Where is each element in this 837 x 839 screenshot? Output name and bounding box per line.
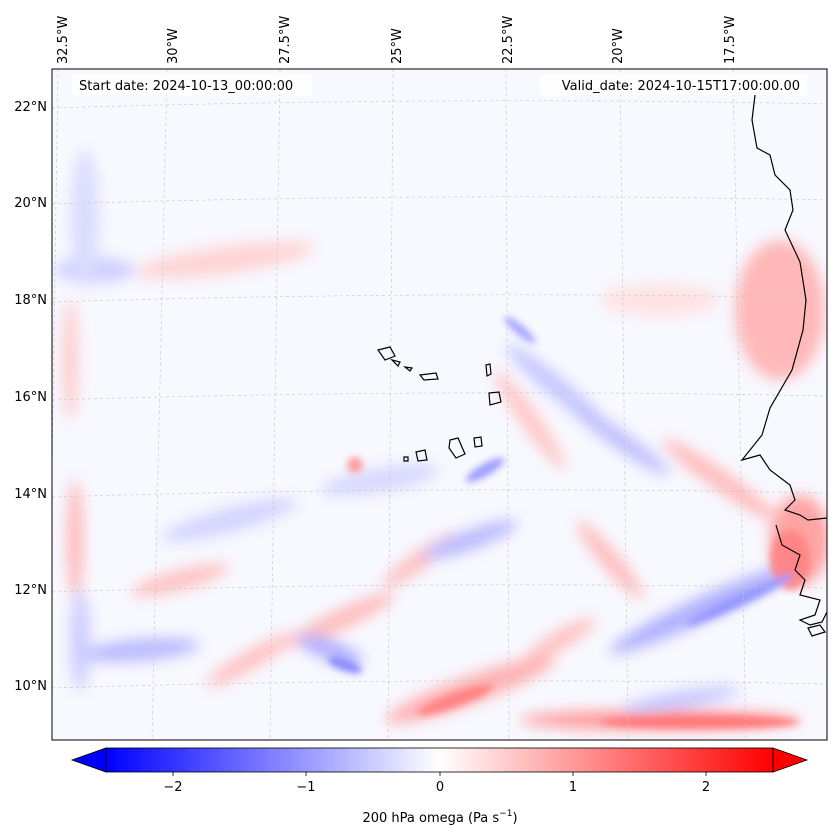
- valid-date-label: Valid_date: 2024-10-15T17:00:00.00: [562, 79, 800, 94]
- lon-label: 32.5°W: [56, 16, 71, 64]
- lat-label: 18°N: [14, 293, 47, 308]
- colorbar-tick-label: 2: [702, 780, 710, 795]
- colorbar-label-end: ): [512, 811, 517, 826]
- coastlines: [377, 94, 827, 637]
- lat-label: 12°N: [14, 583, 47, 598]
- colorbar-label-sup: −1: [499, 809, 512, 819]
- colorbar-tick-label: 1: [569, 780, 577, 795]
- lat-label: 20°N: [14, 196, 47, 211]
- lat-label: 10°N: [14, 679, 47, 694]
- lon-label: 20°W: [611, 28, 626, 64]
- lat-label: 22°N: [14, 100, 47, 115]
- lon-label: 22.5°W: [501, 16, 516, 64]
- lat-label: 14°N: [14, 487, 47, 502]
- colorbar-min-extension: [70, 747, 107, 773]
- colorbar-label-main: 200 hPa omega (Pa s: [362, 811, 499, 826]
- start-date-box: [72, 75, 312, 95]
- colorbar: −2 −1 0 1 2 200 hPa omega (Pa s−1): [70, 747, 809, 826]
- latitude-labels: 22°N 20°N 18°N 16°N 14°N 12°N 10°N: [14, 100, 47, 694]
- lon-label: 27.5°W: [278, 16, 293, 64]
- cape-verde-islands: [377, 346, 396, 361]
- colorbar-ticks: [172, 772, 707, 776]
- colorbar-body: [105, 747, 774, 773]
- omega-field: [52, 69, 827, 740]
- valid-date-box: [540, 75, 807, 95]
- lat-label: 16°N: [14, 390, 47, 405]
- colorbar-tick-label: −1: [296, 780, 315, 795]
- lon-label: 17.5°W: [723, 16, 738, 64]
- longitude-labels: 32.5°W 30°W 27.5°W 25°W 22.5°W 20°W 17.5…: [56, 16, 738, 64]
- africa-coastline: [740, 94, 827, 521]
- lon-label: 25°W: [390, 28, 405, 64]
- colorbar-tick-label: 0: [436, 780, 444, 795]
- colorbar-label: 200 hPa omega (Pa s−1): [362, 809, 517, 826]
- gridlines: [52, 69, 827, 740]
- start-date-label: Start date: 2024-10-13_00:00:00: [79, 79, 293, 94]
- map-frame: [51, 68, 828, 741]
- colorbar-tick-label: −2: [163, 780, 182, 795]
- lon-label: 30°W: [166, 28, 181, 64]
- colorbar-max-extension: [772, 747, 809, 773]
